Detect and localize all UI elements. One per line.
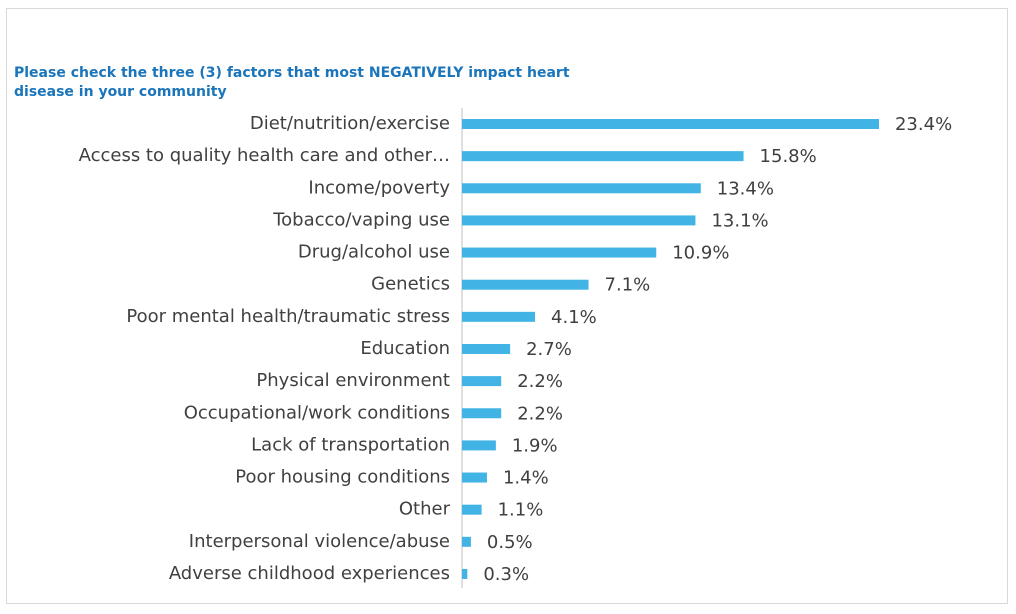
bar <box>462 247 657 258</box>
bar <box>462 504 482 515</box>
value-label: 13.1% <box>711 210 768 231</box>
bar <box>462 536 471 547</box>
category-label: Occupational/work conditions <box>184 402 450 423</box>
chart-frame <box>6 8 1008 604</box>
value-label: 2.2% <box>517 403 563 424</box>
value-label: 4.1% <box>551 307 597 328</box>
category-label: Interpersonal violence/abuse <box>189 531 450 552</box>
value-label: 0.3% <box>483 564 529 585</box>
bar <box>462 119 879 129</box>
value-label: 2.7% <box>526 339 572 360</box>
bar <box>462 311 536 322</box>
category-label: Access to quality health care and other… <box>79 145 450 166</box>
value-label: 1.9% <box>512 435 558 456</box>
bar <box>462 376 502 387</box>
bar <box>462 215 696 226</box>
bar <box>462 151 744 162</box>
category-label: Physical environment <box>256 370 450 391</box>
bar <box>462 408 502 419</box>
category-label: Drug/alcohol use <box>298 242 450 263</box>
value-label: 1.1% <box>498 500 544 521</box>
bar <box>462 440 496 451</box>
value-label: 15.8% <box>760 146 817 167</box>
value-label: 13.4% <box>717 178 774 199</box>
category-label: Adverse childhood experiences <box>169 563 450 584</box>
bar <box>462 183 701 194</box>
bar <box>462 343 511 354</box>
category-label: Tobacco/vaping use <box>272 209 450 230</box>
category-label: Poor mental health/traumatic stress <box>126 306 450 327</box>
value-label: 23.4% <box>895 114 952 135</box>
bar <box>462 568 468 579</box>
value-label: 7.1% <box>605 275 651 296</box>
value-label: 0.5% <box>487 532 533 553</box>
category-label: Poor housing conditions <box>235 467 450 488</box>
category-label: Diet/nutrition/exercise <box>250 113 450 134</box>
chart-title: Please check the three (3) factors that … <box>14 65 570 100</box>
value-label: 2.2% <box>517 371 563 392</box>
category-label: Income/poverty <box>308 177 450 198</box>
value-label: 10.9% <box>672 243 729 264</box>
bar <box>462 472 487 483</box>
category-label: Lack of transportation <box>251 434 450 455</box>
category-label: Other <box>399 499 451 520</box>
bar <box>462 279 589 290</box>
category-label: Education <box>360 338 450 359</box>
category-label: Genetics <box>371 274 450 295</box>
value-label: 1.4% <box>503 468 549 489</box>
